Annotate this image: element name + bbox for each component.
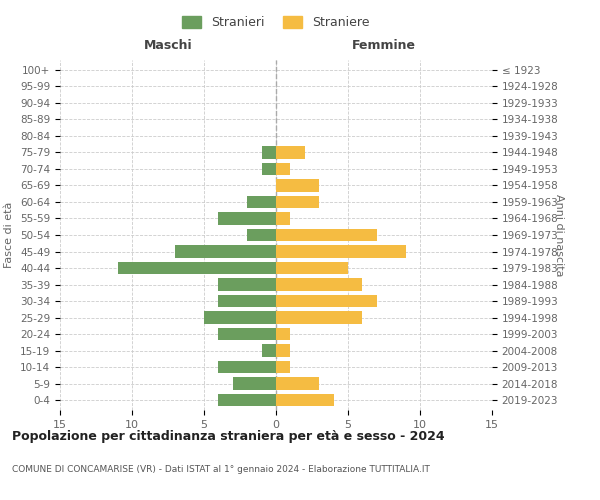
Bar (262, 344, 276, 357)
Bar (276, 246, 406, 258)
Legend: Stranieri, Straniere: Stranieri, Straniere (178, 11, 374, 34)
Bar (276, 312, 362, 324)
Bar (276, 163, 290, 175)
Bar (262, 163, 276, 175)
Bar (233, 378, 276, 390)
Bar (218, 278, 276, 290)
Y-axis label: Fasce di età: Fasce di età (4, 202, 14, 268)
Bar (118, 262, 276, 274)
Bar (247, 229, 276, 241)
Bar (218, 212, 276, 224)
Bar (276, 229, 377, 241)
Bar (276, 146, 305, 158)
Bar (262, 146, 276, 158)
Text: COMUNE DI CONCAMARISE (VR) - Dati ISTAT al 1° gennaio 2024 - Elaborazione TUTTIT: COMUNE DI CONCAMARISE (VR) - Dati ISTAT … (12, 465, 430, 474)
Text: Maschi: Maschi (143, 38, 193, 52)
Bar (276, 378, 319, 390)
Bar (276, 394, 334, 406)
Bar (276, 278, 362, 290)
Bar (276, 262, 348, 274)
Bar (276, 295, 377, 307)
Bar (204, 312, 276, 324)
Bar (218, 361, 276, 374)
Bar (276, 196, 319, 208)
Bar (247, 196, 276, 208)
Text: Popolazione per cittadinanza straniera per età e sesso - 2024: Popolazione per cittadinanza straniera p… (12, 430, 445, 443)
Bar (175, 246, 276, 258)
Bar (218, 394, 276, 406)
Bar (276, 212, 290, 224)
Bar (218, 328, 276, 340)
Bar (276, 361, 290, 374)
Bar (276, 328, 290, 340)
Bar (276, 180, 319, 192)
Text: Femmine: Femmine (352, 38, 416, 52)
Bar (218, 295, 276, 307)
Bar (276, 344, 290, 357)
Y-axis label: Anni di nascita: Anni di nascita (554, 194, 564, 276)
